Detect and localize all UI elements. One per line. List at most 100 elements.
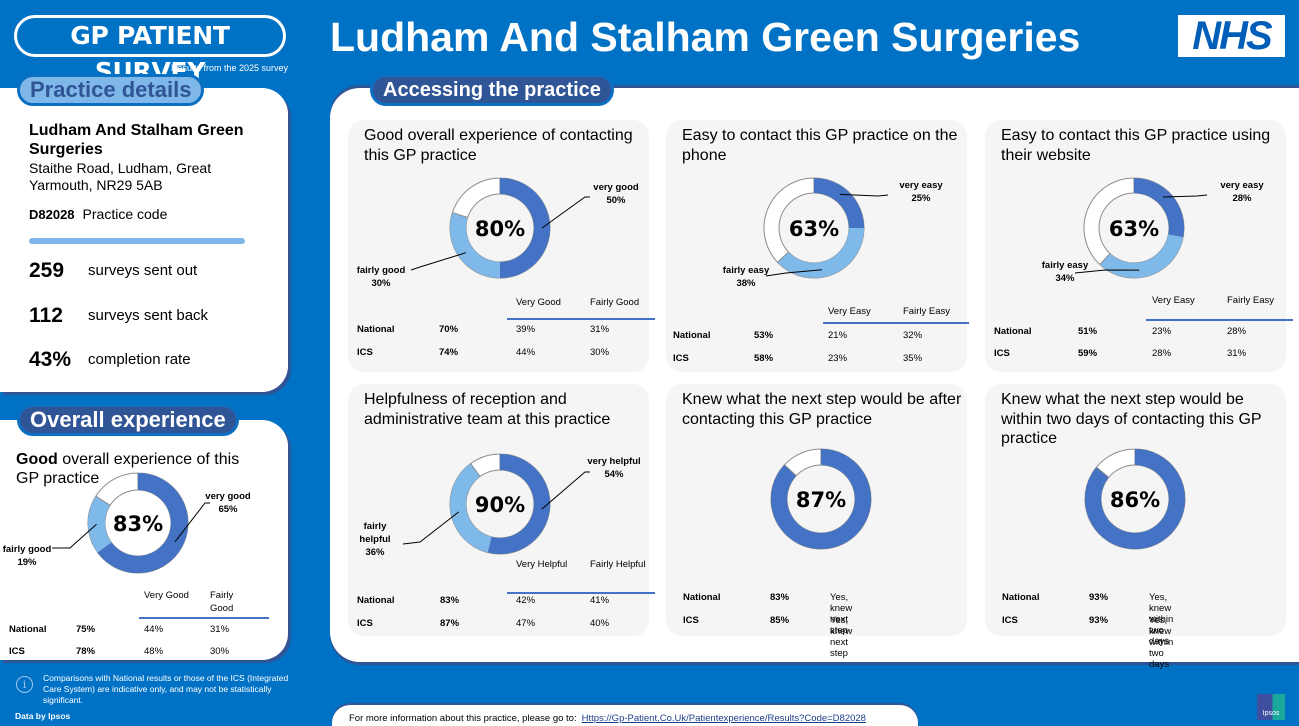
donut-chart: 90% very helpful 54% fairly helpful 36% (359, 453, 641, 558)
row-value: 28% (1227, 326, 1247, 337)
row-total: 83% (440, 595, 460, 606)
row-value: 31% (210, 624, 230, 635)
row-label: ICS (1002, 615, 1018, 626)
row-value: 39% (516, 324, 536, 335)
segment-name-label: fairly easy (1042, 260, 1089, 271)
row-label: National (994, 326, 1032, 337)
column-header: Very Good (144, 590, 189, 601)
row-label: National (683, 592, 721, 603)
practice-details-heading: Practice details (17, 74, 205, 106)
stat-value: 259 (29, 259, 65, 282)
info-icon: i (16, 676, 33, 693)
row-label: National (9, 624, 47, 635)
segment-value-label: 30% (371, 278, 391, 289)
row-value: 28% (1152, 348, 1172, 359)
segment-name-label: very good (205, 491, 251, 502)
row-label: National (1002, 592, 1040, 603)
donut-segment-very-helpful (487, 454, 550, 554)
card-title: Easy to contact this GP practice using t… (1001, 127, 1271, 164)
donut-divider (1096, 466, 1110, 478)
row-total: 87% (440, 618, 460, 629)
row-value: 40% (590, 618, 610, 629)
row-total: 59% (1078, 348, 1098, 359)
overall-question-title: Good overall experience of this GP pract… (16, 450, 256, 488)
results-link[interactable]: Https://Gp-Patient.Co.Uk/Patientexperien… (581, 713, 866, 724)
callout-line (52, 523, 97, 549)
disclaimer-text: Comparisons with National results or tho… (43, 673, 289, 705)
row-label: ICS (673, 353, 689, 364)
footer-info: For more information about this practice… (332, 705, 918, 726)
donut-chart: 63% very easy 25% fairly easy 38% (723, 177, 943, 289)
nhs-logo: NHS (1178, 15, 1285, 57)
row-total: 93% (1089, 615, 1109, 626)
row-value: 41% (590, 595, 610, 606)
callout-line (402, 511, 460, 545)
donut-center-value: 83% (113, 512, 163, 536)
overall-title-rest: overall experience of this GP practice (16, 451, 240, 487)
callout-line (1074, 269, 1140, 274)
donut-chart: 87% (770, 448, 872, 550)
row-total: 51% (1078, 326, 1098, 337)
row-label: ICS (9, 646, 25, 657)
segment-value-label: 36% (365, 547, 385, 558)
stat-label: completion rate (88, 351, 191, 368)
donut-chart: 83% very good 65% fairly good 19% (3, 472, 251, 574)
row-text: Yes, knew next step (830, 592, 853, 636)
row-value: 30% (590, 347, 610, 358)
segment-value-label: 54% (604, 469, 624, 480)
segment-name-label: very good (593, 182, 639, 193)
practice-code-row: D82028 Practice code (29, 206, 167, 222)
segment-name-label: fairly easy (723, 265, 770, 276)
donut-segment-very-good (500, 178, 550, 278)
callout-line (541, 471, 590, 510)
donut-divider (1099, 253, 1111, 265)
practice-code-label: Practice code (82, 206, 168, 222)
row-total: 74% (439, 347, 459, 358)
data-by-ipsos: Data by Ipsos (15, 711, 71, 721)
column-header: Very Helpful (516, 559, 568, 570)
row-value: 32% (903, 330, 923, 341)
overall-experience-heading: Overall experience (17, 404, 239, 436)
row-value: 48% (144, 646, 164, 657)
row-total: 85% (770, 615, 790, 626)
overall-title-bold: Good (16, 451, 58, 468)
segment-value-label: 28% (1232, 193, 1252, 204)
donut-center-value: 90% (475, 493, 525, 517)
column-header: Very Easy (828, 306, 871, 317)
row-value: 23% (828, 353, 848, 364)
column-header: Fairly Easy (1227, 295, 1274, 306)
donut-segment-fairly-helpful (450, 463, 492, 553)
question-card-website: Easy to contact this GP practice using t… (985, 120, 1293, 372)
donut-segment-very-easy (1134, 178, 1184, 238)
card-title: Helpfulness of reception and administrat… (364, 391, 611, 428)
card-title: Easy to contact this GP practice on the … (682, 127, 958, 164)
question-card-next-step: Knew what the next step would be after c… (666, 384, 967, 659)
donut-center-value: 80% (475, 217, 525, 241)
card-title: Knew what the next step would be within … (1001, 391, 1262, 447)
gp-patient-survey-logo: GP PATIENT SURVEY (14, 15, 286, 86)
donut-divider (777, 251, 789, 263)
segment-name-label: fairly (364, 521, 387, 532)
donut-divider (470, 463, 481, 477)
donut-segment-yes (1085, 449, 1185, 549)
row-total: 75% (76, 624, 96, 635)
practice-code: D82028 (29, 207, 75, 222)
row-label: ICS (994, 348, 1010, 359)
row-value: 31% (1227, 348, 1247, 359)
row-label: ICS (357, 347, 373, 358)
row-value: 30% (210, 646, 230, 657)
column-header: Fairly Helpful (590, 559, 646, 570)
donut-divider (452, 212, 468, 218)
donut-divider (784, 464, 797, 477)
segment-value-label: 34% (1055, 273, 1075, 284)
callout-line (1163, 194, 1208, 198)
segment-value-label: 38% (736, 278, 756, 289)
segment-name-label: very easy (1220, 180, 1264, 191)
row-text: Yes, knew next step (830, 615, 853, 659)
row-label: National (357, 324, 395, 335)
page-title: Ludham And Stalham Green Surgeries (330, 14, 1081, 60)
row-total: 70% (439, 324, 459, 335)
footer-text: For more information about this practice… (349, 713, 577, 724)
donut-segment-very-good (97, 473, 188, 573)
segment-name-label: very helpful (587, 456, 640, 467)
